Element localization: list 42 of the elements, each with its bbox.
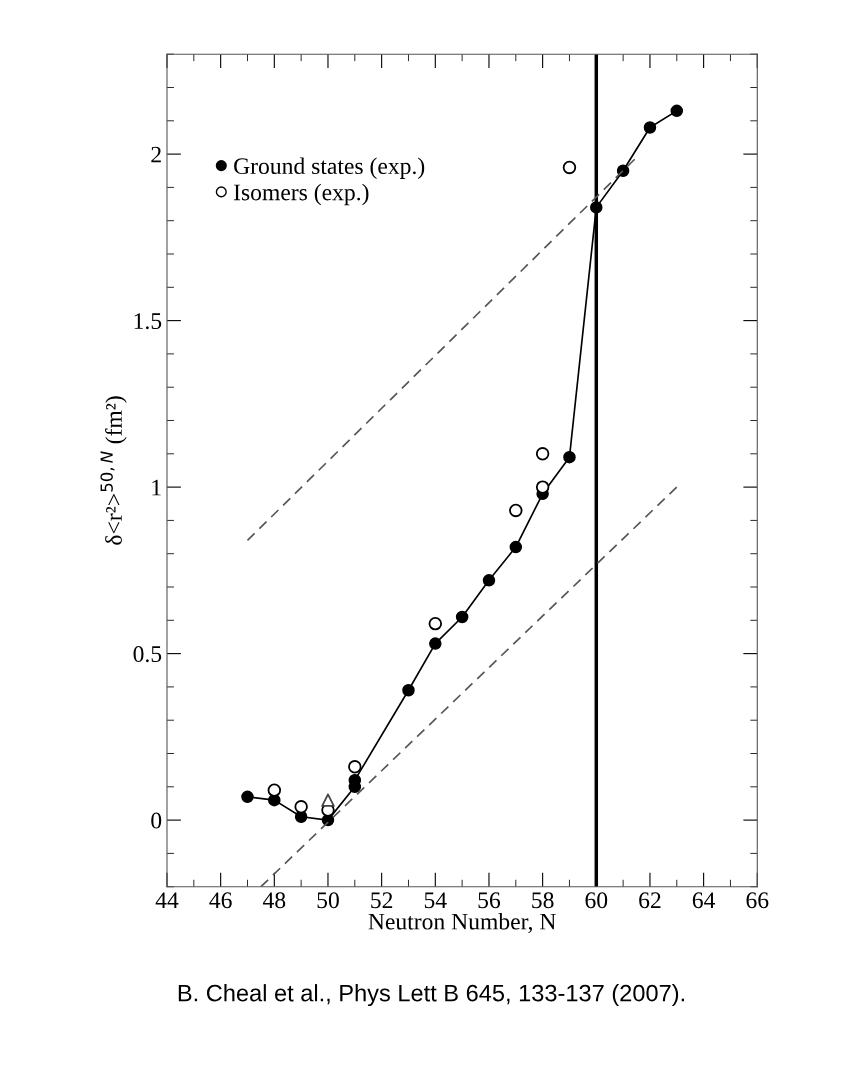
point (563, 450, 576, 464)
y-tick-label: 1.5 (134, 313, 162, 330)
point (455, 610, 469, 624)
point (509, 503, 523, 518)
point (482, 574, 496, 587)
point (616, 164, 630, 178)
y-tick-label: 0 (151, 812, 162, 829)
x-tick-label: 56 (478, 892, 501, 909)
point (429, 637, 442, 650)
x-tick-label: 44 (155, 892, 179, 908)
legend-label: Isomers (exp.) (233, 183, 369, 206)
y-axis-title: δ<r²>$^{50,N}$ (fm²) (100, 396, 127, 545)
point (562, 160, 577, 175)
x-tick-label: 66 (746, 892, 769, 909)
x-tick-label: 54 (424, 892, 447, 909)
x-tick-label: 46 (209, 892, 232, 909)
x-tick-label: 62 (639, 892, 661, 909)
point (321, 793, 335, 807)
x-tick-label: 48 (262, 892, 286, 909)
point (402, 683, 415, 697)
point (428, 616, 443, 631)
x-tick-label: 60 (585, 892, 608, 909)
point (643, 121, 657, 134)
point (670, 104, 684, 118)
point (590, 201, 603, 214)
y-tick-label: 0.5 (133, 646, 162, 663)
x-tick-label: 50 (317, 892, 339, 909)
y-tick-label: 2 (151, 146, 161, 163)
x-tick-label: 52 (371, 892, 393, 909)
point (509, 540, 523, 554)
point (535, 480, 550, 494)
x-tick-label: 58 (532, 892, 554, 909)
point (348, 760, 362, 774)
y-tick-label: 1 (152, 479, 161, 496)
point (241, 790, 254, 804)
text: B. Cheal et al., Phys Lett B 645, 133-137 (2007). (178, 984, 684, 1007)
x-axis-title: Neutron Number, N (368, 912, 556, 933)
legend-label: Ground states (exp.) (234, 157, 425, 179)
x-tick-label: 64 (692, 892, 716, 909)
point (267, 783, 282, 797)
point (535, 447, 550, 461)
point (294, 800, 308, 814)
